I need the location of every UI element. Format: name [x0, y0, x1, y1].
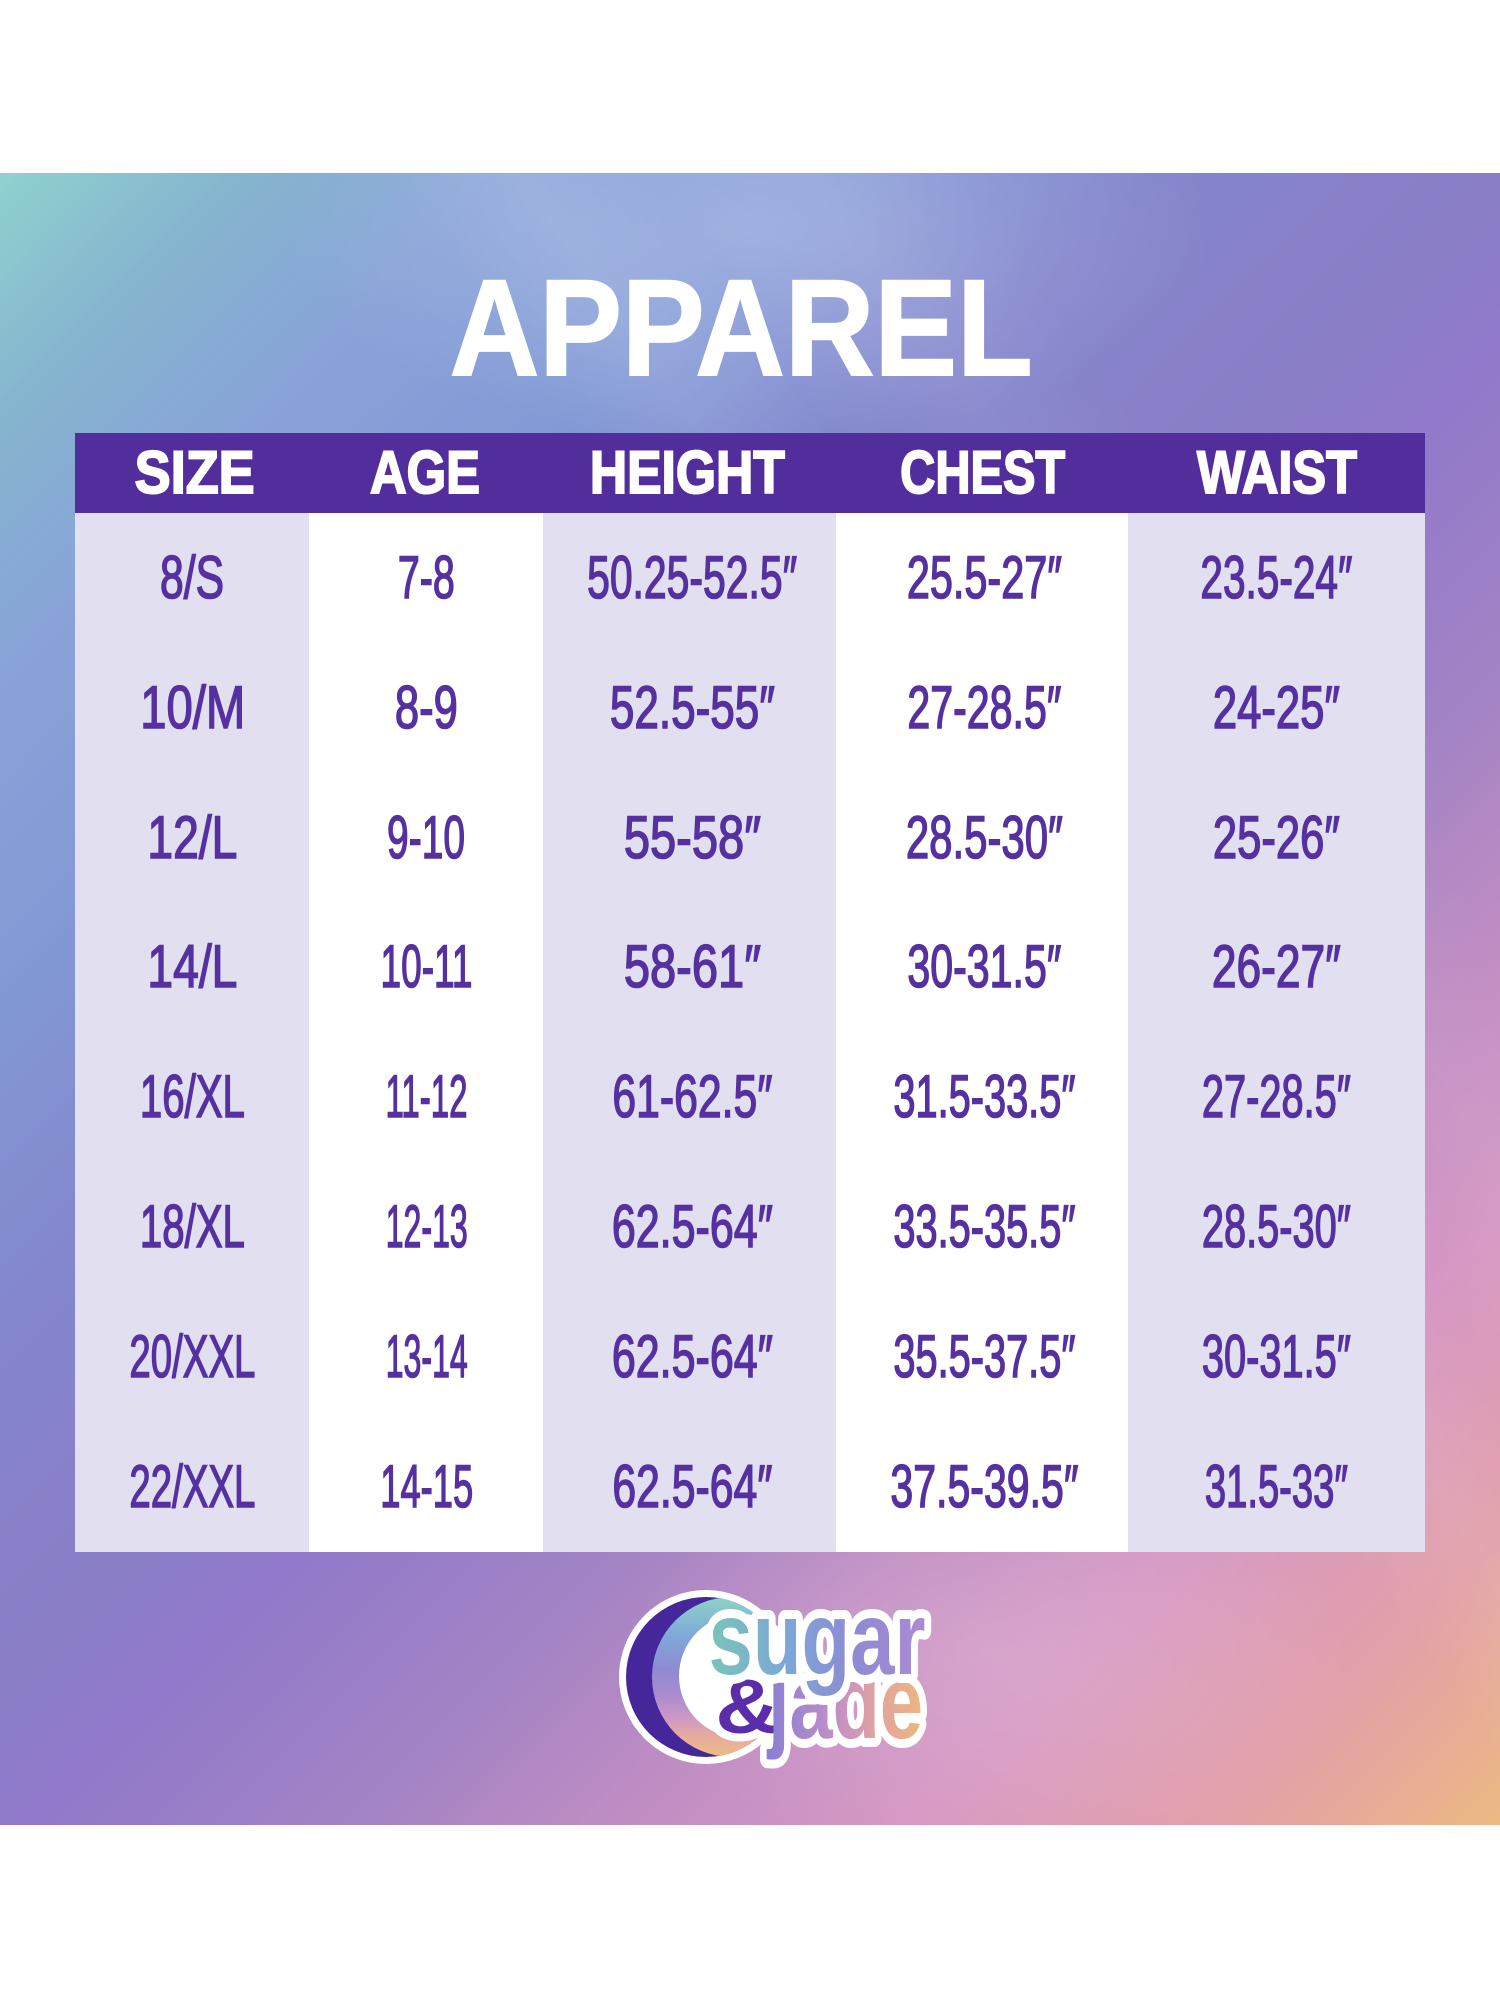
svg-text:jade: jade	[766, 1645, 923, 1761]
svg-text:sugar: sugar	[709, 1580, 926, 1697]
svg-text:&: &	[715, 1664, 780, 1750]
svg-text:jade: jade	[766, 1645, 923, 1761]
